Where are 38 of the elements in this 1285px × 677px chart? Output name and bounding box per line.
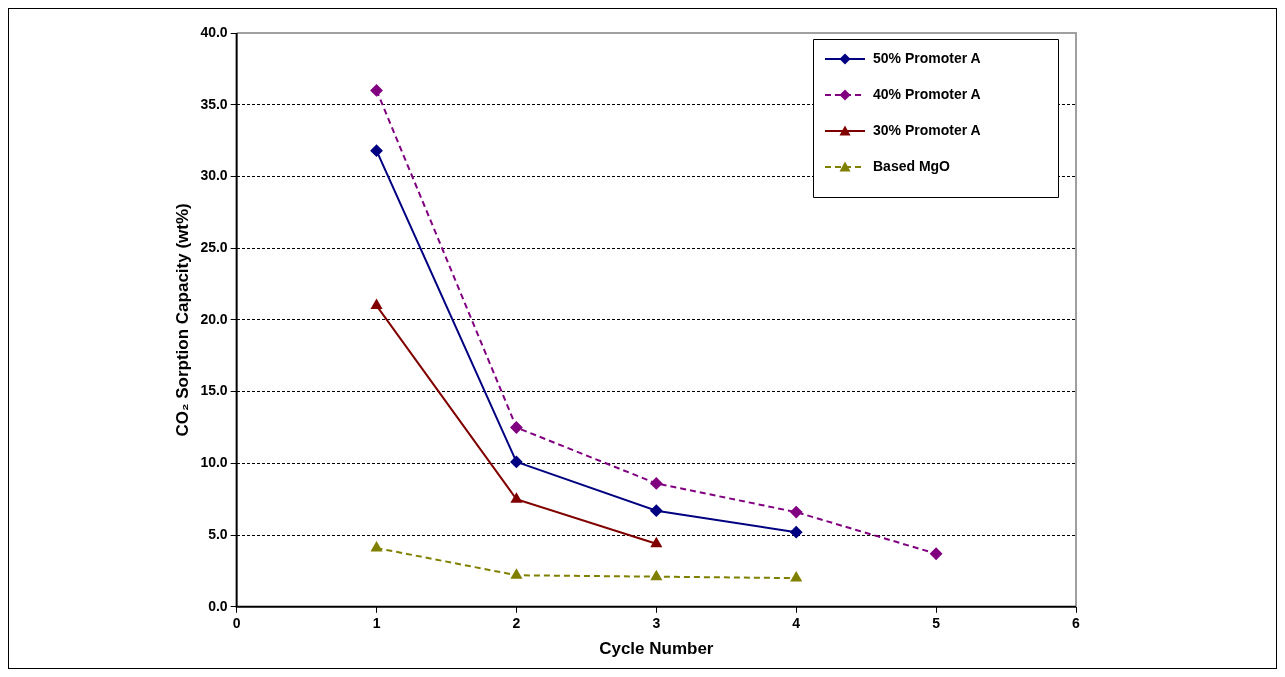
x-tick-label: 2 xyxy=(512,615,521,632)
y-tick-label: 30.0 xyxy=(200,167,228,184)
legend-label: 30% Promoter A xyxy=(873,121,981,138)
y-tick-label: 20.0 xyxy=(200,310,228,327)
point xyxy=(650,504,663,517)
y-tick-label: 10.0 xyxy=(200,454,228,471)
point xyxy=(511,493,522,503)
y-axis-title: CO₂ Sorption Capacity (wt%) xyxy=(172,203,192,437)
x-tick-label: 4 xyxy=(792,615,801,632)
point xyxy=(370,84,383,97)
x-tick-label: 5 xyxy=(932,615,941,632)
x-tick-label: 6 xyxy=(1072,615,1081,632)
point xyxy=(510,455,523,468)
point xyxy=(371,299,382,310)
x-tick-label: 1 xyxy=(372,615,381,632)
legend-label: 40% Promoter A xyxy=(873,85,981,102)
y-tick-label: 15.0 xyxy=(200,382,228,399)
point xyxy=(790,572,802,582)
point xyxy=(511,569,522,579)
point xyxy=(790,506,803,519)
point xyxy=(510,421,523,434)
point xyxy=(650,477,663,490)
point xyxy=(371,541,382,552)
point xyxy=(650,570,662,581)
x-axis-title: Cycle Number xyxy=(599,639,714,659)
y-tick-label: 0.0 xyxy=(208,597,228,614)
point xyxy=(790,526,803,539)
x-tick-label: 0 xyxy=(232,615,241,632)
point xyxy=(650,537,662,548)
y-tick-label: 40.0 xyxy=(200,23,228,40)
y-tick-label: 35.0 xyxy=(200,95,228,112)
point xyxy=(930,547,943,560)
legend-label: 50% Promoter A xyxy=(873,49,981,66)
point xyxy=(370,144,383,157)
y-tick-label: 5.0 xyxy=(208,525,228,542)
y-tick-label: 25.0 xyxy=(200,239,228,256)
legend-label: Based MgO xyxy=(873,157,951,174)
x-tick-label: 3 xyxy=(652,615,661,632)
